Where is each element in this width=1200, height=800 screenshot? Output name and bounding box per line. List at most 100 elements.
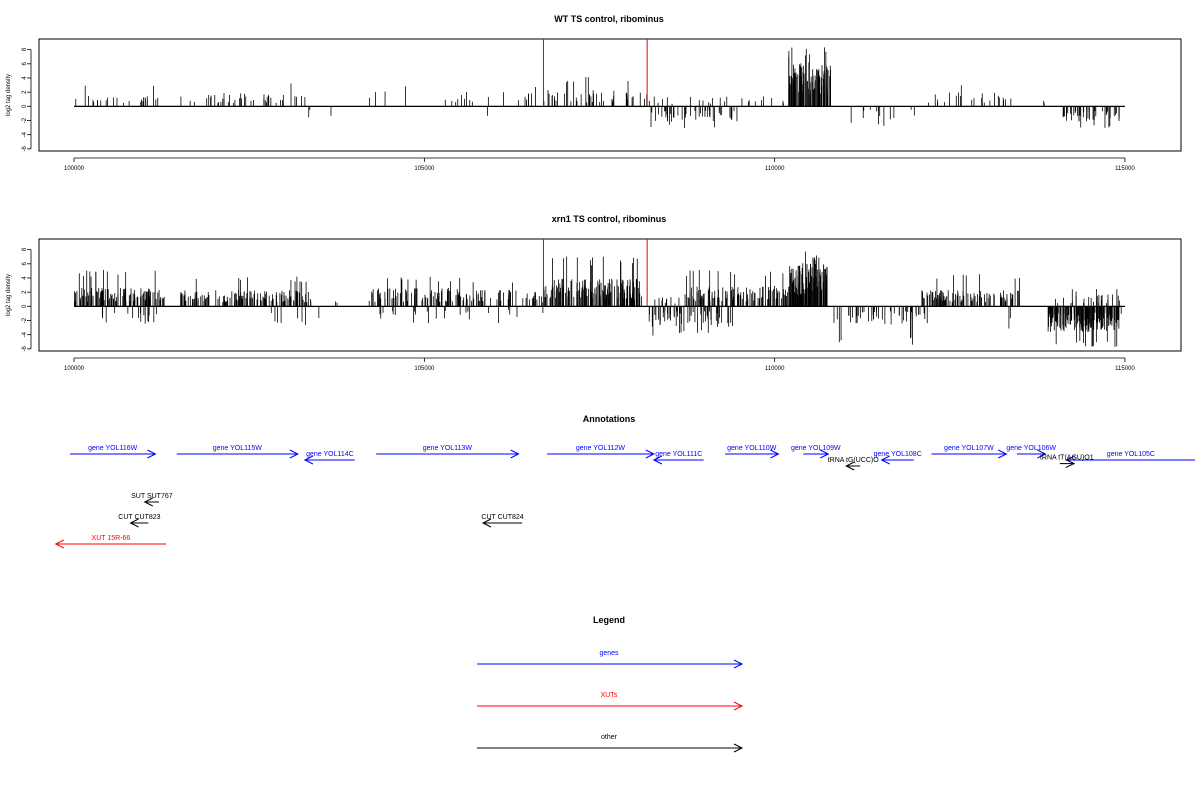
y-tick-label: 8 xyxy=(22,247,28,251)
annotation-arrow-arrowhead xyxy=(481,518,492,528)
panel-title: WT TS control, ribominus xyxy=(554,14,664,24)
annotation-label: CUT CUT823 xyxy=(118,514,160,521)
x-tick-label: 115000 xyxy=(1115,166,1135,172)
wt-coverage-panel: WT TS control, ribominus log2 tag densit… xyxy=(6,14,1182,172)
annotation-label: gene YOL112W xyxy=(576,445,626,452)
annotation-arrow-arrowhead xyxy=(143,497,153,507)
y-tick-label: -2 xyxy=(22,117,28,123)
annotations-track: Annotations gene YOL116W gene YOL115Wgene… xyxy=(54,414,1195,549)
legend-label: other xyxy=(601,734,618,741)
annotation-feature: XUT 15R-66 xyxy=(54,535,167,549)
y-tick-label: 6 xyxy=(22,61,28,65)
x-tick-label: 110000 xyxy=(765,166,785,172)
x-tick-label: 100000 xyxy=(64,166,85,172)
annotation-label: XUT 15R-66 xyxy=(92,535,131,542)
x-tick-label: 105000 xyxy=(414,366,435,372)
legend-title: Legend xyxy=(593,615,625,625)
annotation-label: gene YOL107W xyxy=(944,445,994,452)
annotation-feature: CUT CUT824 xyxy=(481,514,524,528)
annotation-feature: gene YOL107W xyxy=(931,445,1008,459)
annotation-feature: gene YOL109W xyxy=(791,445,841,459)
annotations-title: Annotations xyxy=(583,414,636,424)
annotation-arrow-arrowhead xyxy=(845,461,855,471)
panel-title: xrn1 TS control, ribominus xyxy=(552,214,667,224)
y-tick-label: 8 xyxy=(22,47,28,51)
annotation-feature: gene YOL111C xyxy=(652,451,704,465)
legend-item: genes xyxy=(477,650,744,669)
legend-arrow-arrowhead xyxy=(733,701,744,711)
annotation-arrow-arrowhead xyxy=(510,449,520,459)
y-tick-label: 6 xyxy=(22,261,28,265)
annotation-label: gene YOL116W xyxy=(88,445,138,452)
annotation-label: gene YOL114C xyxy=(306,451,354,458)
annotation-label: gene YOL108C xyxy=(874,451,922,458)
annotation-feature: CUT CUT823 xyxy=(118,514,161,528)
axes: 8 6 4 2 0 -2 -4 -6 100000 105000 110000 115000 xyxy=(22,47,1135,172)
legend-items: genes XUTs other xyxy=(477,650,744,753)
annotation-arrow-arrowhead xyxy=(303,455,314,465)
annotation-label: tRNA tG(UCC)O xyxy=(828,457,880,464)
y-tick-label: 4 xyxy=(22,276,28,280)
annotation-arrow-arrowhead xyxy=(820,449,830,459)
annotation-arrow-arrowhead xyxy=(54,539,64,549)
annotation-feature: gene YOL114C xyxy=(303,451,355,465)
coverage-bars xyxy=(74,39,1125,128)
x-tick-label: 105000 xyxy=(414,166,435,172)
plot-frame xyxy=(38,38,1182,152)
y-tick-label: 2 xyxy=(22,290,28,294)
annotation-arrow-arrowhead xyxy=(880,455,890,465)
annotation-label: SUT SUT767 xyxy=(131,493,173,500)
axes: 8 6 4 2 0 -2 -4 -6 100000 105000 110000 115000 xyxy=(22,247,1135,372)
annotation-label: gene YOL109W xyxy=(791,445,841,452)
annotation-feature: gene YOL106W xyxy=(1006,445,1056,459)
legend-item: XUTs xyxy=(477,692,744,711)
y-tick-label: 2 xyxy=(22,90,28,94)
annotation-label: tRNA tT(AGU)O1 xyxy=(1040,455,1094,462)
annotation-label: gene YOL113W xyxy=(423,445,473,452)
annotation-features: gene YOL116W gene YOL115W gene YOL114C gene… xyxy=(54,445,1195,549)
annotation-feature: gene YOL115W xyxy=(176,445,299,459)
annotation-label: gene YOL111C xyxy=(655,451,702,458)
y-tick-label: 0 xyxy=(22,104,28,108)
legend-label: XUTs xyxy=(601,692,618,699)
annotation-label: CUT CUT824 xyxy=(481,514,523,521)
annotation-label: gene YOL106W xyxy=(1006,445,1056,452)
x-tick-label: 110000 xyxy=(765,366,785,372)
y-tick-label: -6 xyxy=(22,146,28,152)
annotation-arrow-arrowhead xyxy=(645,449,655,459)
annotation-feature: gene YOL110W xyxy=(725,445,780,459)
y-tick-label: 4 xyxy=(22,76,28,80)
x-tick-label: 100000 xyxy=(64,366,85,372)
annotation-feature: gene YOL116W xyxy=(70,445,157,459)
coverage-bars xyxy=(74,239,1125,347)
annotation-arrow-arrowhead xyxy=(147,449,157,459)
annotation-arrow-arrowhead xyxy=(652,455,663,465)
annotation-arrow-arrowhead xyxy=(998,449,1008,459)
y-tick-label: -4 xyxy=(22,131,28,137)
x-tick-label: 115000 xyxy=(1115,366,1135,372)
legend: Legend genes XUTs other xyxy=(477,615,744,753)
annotation-feature: SUT SUT767 xyxy=(131,493,173,507)
y-tick-label: 0 xyxy=(22,304,28,308)
legend-label: genes xyxy=(599,650,619,657)
annotation-label: gene YOL105C xyxy=(1107,451,1155,458)
annotation-feature: tRNA tT(AGU)O1 xyxy=(1040,455,1094,469)
y-axis-label: log2 tag density xyxy=(6,274,12,316)
plot-frame xyxy=(38,238,1182,352)
y-tick-label: -6 xyxy=(22,346,28,352)
annotation-label: gene YOL110W xyxy=(727,445,777,452)
y-tick-label: -4 xyxy=(22,331,28,337)
annotation-arrow-arrowhead xyxy=(129,518,139,528)
annotation-arrow-arrowhead xyxy=(1065,459,1075,469)
annotation-arrow-arrowhead xyxy=(770,449,780,459)
annotation-label: gene YOL115W xyxy=(213,445,263,452)
annotation-arrow-arrowhead xyxy=(289,449,299,459)
y-tick-label: -2 xyxy=(22,317,28,323)
legend-item: other xyxy=(477,734,744,753)
annotation-feature: gene YOL112W xyxy=(547,445,655,459)
annotation-feature: tRNA tG(UCC)O xyxy=(828,457,880,471)
legend-arrow-arrowhead xyxy=(733,743,744,753)
annotation-feature: gene YOL113W xyxy=(376,445,520,459)
annotation-arrow-arrowhead xyxy=(1037,449,1047,459)
